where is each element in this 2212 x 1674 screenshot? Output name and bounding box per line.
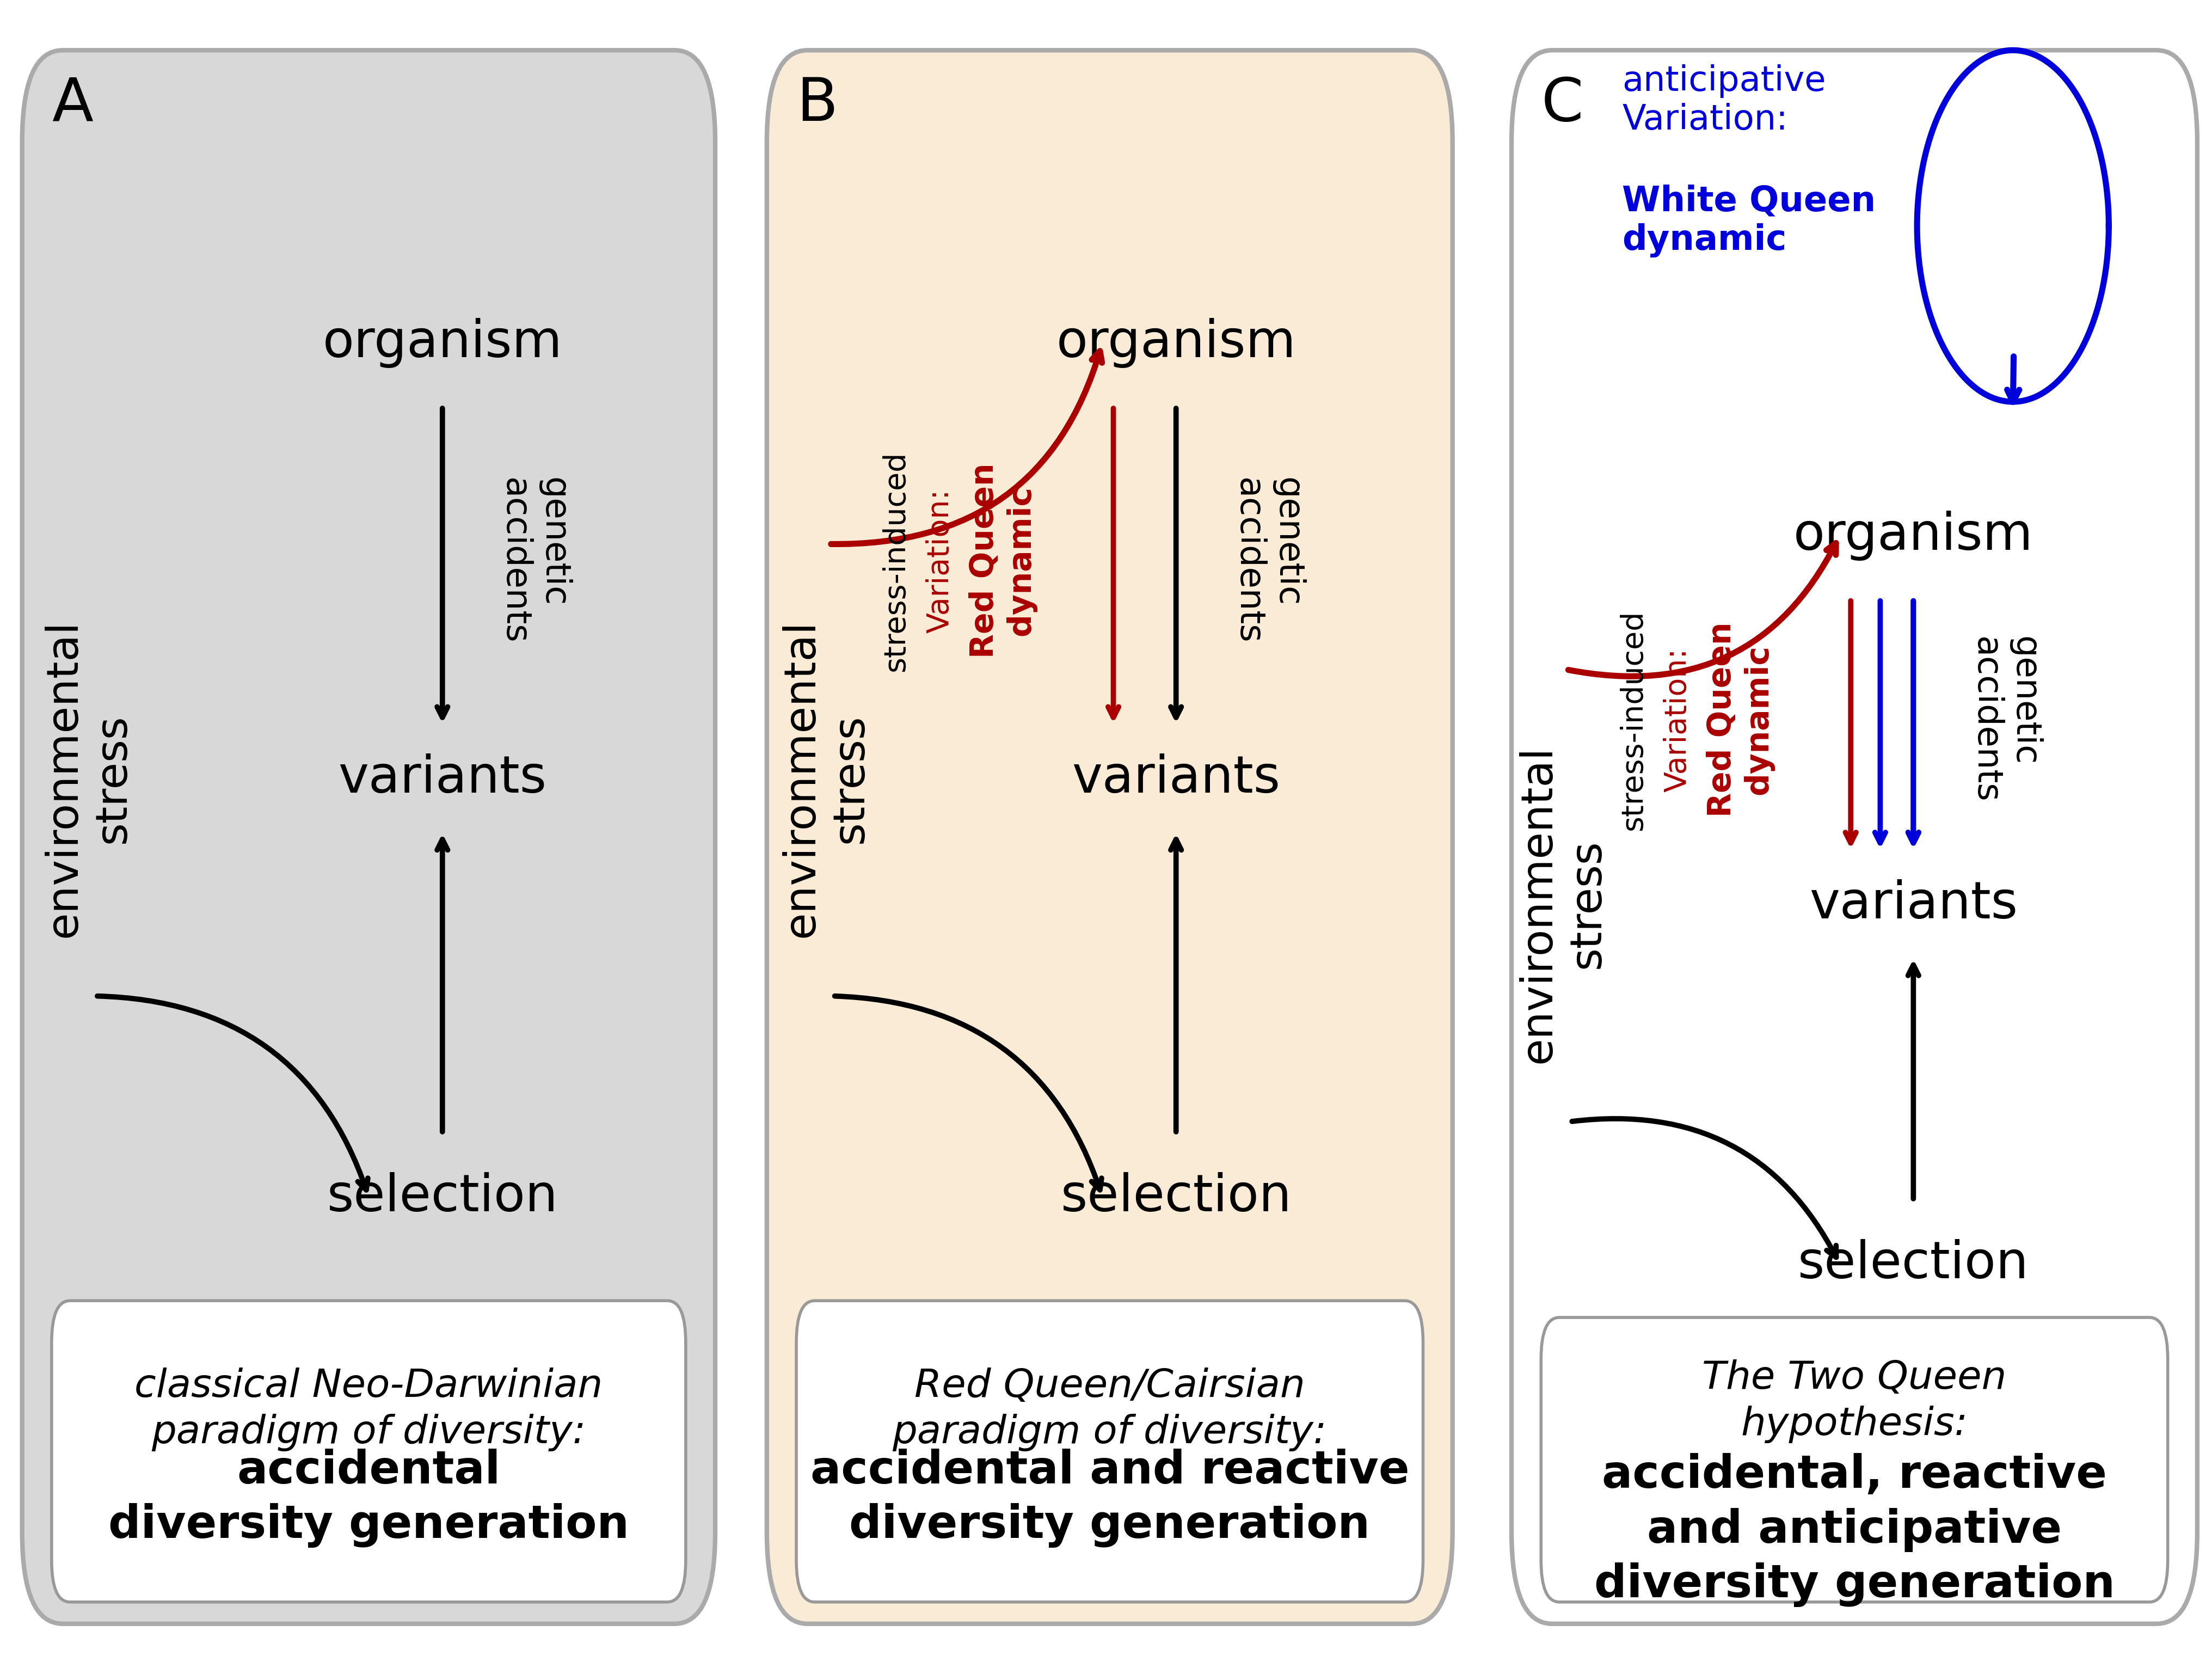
Text: genetic
accidents: genetic accidents: [498, 477, 571, 644]
FancyBboxPatch shape: [768, 50, 1453, 1624]
Text: Red Queen: Red Queen: [969, 464, 1000, 658]
Text: selection: selection: [327, 1172, 557, 1222]
FancyBboxPatch shape: [1542, 1317, 2168, 1602]
FancyBboxPatch shape: [51, 1301, 686, 1602]
Text: A: A: [51, 75, 93, 134]
Text: B: B: [796, 75, 838, 134]
Text: stress-induced: stress-induced: [1619, 609, 1648, 830]
Text: C: C: [1542, 75, 1584, 134]
Text: Red Queen/Cairsian
paradigm of diversity:: Red Queen/Cairsian paradigm of diversity…: [891, 1368, 1327, 1451]
Text: accidental
diversity generation: accidental diversity generation: [108, 1448, 628, 1548]
FancyBboxPatch shape: [1511, 50, 2197, 1624]
Text: accidental, reactive
and anticipative
diversity generation: accidental, reactive and anticipative di…: [1595, 1453, 2115, 1607]
Text: Variation:: Variation:: [925, 489, 956, 633]
Text: anticipative
Variation:: anticipative Variation:: [1621, 64, 1825, 137]
Text: Variation:: Variation:: [1663, 648, 1692, 792]
FancyBboxPatch shape: [796, 1301, 1422, 1602]
Text: dynamic: dynamic: [1006, 485, 1037, 636]
Text: selection: selection: [1060, 1172, 1292, 1222]
Text: White Queen
dynamic: White Queen dynamic: [1621, 184, 1876, 258]
Text: environmental
stress: environmental stress: [42, 619, 135, 937]
Text: environmental
stress: environmental stress: [1517, 745, 1608, 1063]
Text: stress-induced: stress-induced: [880, 450, 911, 671]
Text: classical Neo-Darwinian
paradigm of diversity:: classical Neo-Darwinian paradigm of dive…: [135, 1368, 604, 1451]
Text: organism: organism: [323, 318, 562, 368]
Text: The Two Queen
hypothesis:: The Two Queen hypothesis:: [1703, 1359, 2006, 1443]
Text: accidental and reactive
diversity generation: accidental and reactive diversity genera…: [810, 1448, 1409, 1548]
Text: variants: variants: [1073, 753, 1281, 804]
Text: environmental
stress: environmental stress: [781, 619, 872, 937]
Text: Red Queen: Red Queen: [1705, 623, 1736, 817]
Text: selection: selection: [1798, 1239, 2028, 1289]
Text: genetic
accidents: genetic accidents: [1232, 477, 1305, 644]
FancyBboxPatch shape: [22, 50, 714, 1624]
Text: variants: variants: [1809, 879, 2017, 929]
Text: genetic
accidents: genetic accidents: [1969, 636, 2042, 804]
Text: organism: organism: [1794, 511, 2033, 561]
Text: variants: variants: [338, 753, 546, 804]
Text: dynamic: dynamic: [1743, 644, 1774, 795]
Text: organism: organism: [1055, 318, 1296, 368]
